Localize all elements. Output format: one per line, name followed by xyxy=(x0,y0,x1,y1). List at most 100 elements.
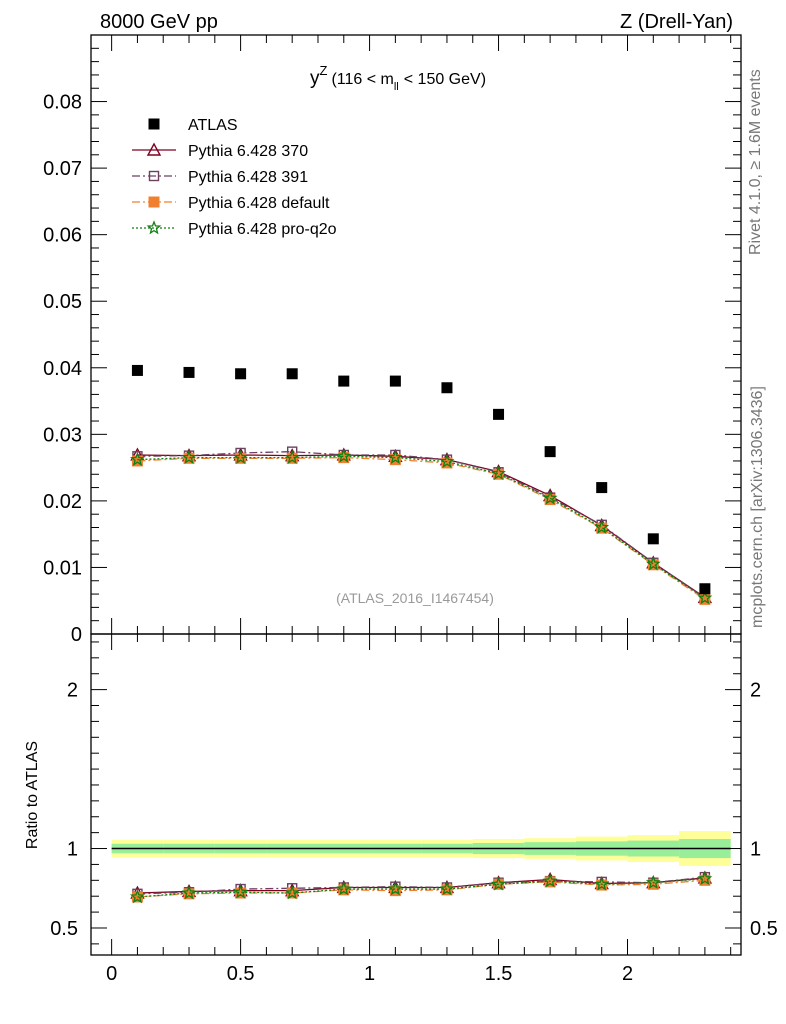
y-tick-label: 0.01 xyxy=(43,557,82,579)
data-point xyxy=(596,522,608,534)
data-point xyxy=(493,408,505,420)
data-point xyxy=(645,556,661,571)
data-point xyxy=(441,382,453,394)
data-point xyxy=(439,881,455,896)
data-point xyxy=(542,873,558,888)
data-point xyxy=(284,885,300,900)
title-subscript: ll xyxy=(394,81,399,93)
title-mass-open: (116 < m xyxy=(331,71,393,88)
data-point xyxy=(544,494,556,506)
data-point xyxy=(699,593,711,605)
data-point xyxy=(183,888,195,900)
data-point xyxy=(596,879,608,891)
y-tick-label: 0.05 xyxy=(43,291,82,313)
x-tick-label: 0.5 xyxy=(227,963,255,985)
legend-marker xyxy=(148,196,160,208)
ratio-ylabel: Ratio to ATLAS xyxy=(24,741,41,849)
data-point xyxy=(594,876,610,891)
data-point xyxy=(441,457,453,469)
x-tick-label: 0 xyxy=(106,963,117,985)
title-mass-close: < 150 GeV) xyxy=(404,71,486,88)
legend-marker xyxy=(146,220,162,235)
header-left: 8000 GeV pp xyxy=(100,11,218,33)
title-superscript: Z xyxy=(320,63,328,78)
ratio-tick-label-right: 0.5 xyxy=(750,918,778,940)
legend-label: Pythia 6.428 370 xyxy=(188,143,308,160)
y-tick-label: 0.08 xyxy=(43,92,82,114)
data-point xyxy=(699,583,711,595)
data-point xyxy=(338,884,350,896)
data-point xyxy=(388,449,403,464)
header-right: Z (Drell-Yan) xyxy=(620,11,733,33)
series-line xyxy=(137,456,706,600)
data-point xyxy=(388,881,403,896)
mcplots-label: mcplots.cern.ch [arXiv:1306.3436] xyxy=(749,386,766,628)
data-point xyxy=(233,449,248,464)
data-point xyxy=(389,375,401,387)
data-point xyxy=(542,490,558,505)
data-point xyxy=(439,453,455,468)
y-tick-label: 0.04 xyxy=(43,358,82,380)
data-point xyxy=(181,885,197,900)
main-panel: 0 0.01 0.02 0.03 0.04 0.05 0.06 0.07 0.08 xyxy=(43,34,742,646)
data-point xyxy=(493,468,505,480)
data-point xyxy=(286,887,298,899)
ratio-tick-label-right: 2 xyxy=(750,680,761,702)
data-point xyxy=(131,455,143,467)
data-point xyxy=(594,519,610,534)
data-point xyxy=(544,446,556,458)
data-point xyxy=(336,881,352,896)
data-point xyxy=(338,452,350,464)
data-point xyxy=(235,452,247,464)
data-point xyxy=(183,452,195,464)
x-tick-label: 1 xyxy=(364,963,375,985)
y-tick-label: 0.02 xyxy=(43,491,82,513)
legend-marker xyxy=(148,118,160,130)
data-point xyxy=(286,368,298,380)
series-line xyxy=(137,876,705,895)
y-tick-label: 0.07 xyxy=(43,158,82,180)
data-point xyxy=(181,449,197,464)
data-point xyxy=(235,368,247,380)
legend-marker xyxy=(146,142,162,156)
data-point xyxy=(233,884,248,899)
ratio-tick-label: 2 xyxy=(67,680,78,702)
data-point xyxy=(699,874,711,886)
data-point xyxy=(131,364,143,376)
y-tick-label: 0.06 xyxy=(43,225,82,247)
data-point xyxy=(491,465,506,480)
series-line xyxy=(137,450,706,599)
series-line xyxy=(137,878,705,898)
legend-label: Pythia 6.428 default xyxy=(188,195,330,212)
analysis-watermark: (ATLAS_2016_I1467454) xyxy=(336,590,494,606)
ratio-tick-label-right: 1 xyxy=(750,839,761,861)
legend-label: Pythia 6.428 pro-q2o xyxy=(188,221,337,238)
data-point xyxy=(697,590,713,605)
data-point xyxy=(389,885,401,897)
legend-label: ATLAS xyxy=(188,117,238,134)
data-point xyxy=(647,533,659,545)
legend: ATLAS Pythia 6.428 370 Pythia 6.428 391 Pyt… xyxy=(132,117,337,238)
data-point xyxy=(129,451,145,466)
ratio-tick-label: 0.5 xyxy=(50,918,78,940)
legend-label: Pythia 6.428 391 xyxy=(188,169,308,186)
data-point xyxy=(647,878,659,890)
data-point xyxy=(544,876,556,888)
data-point xyxy=(183,366,195,378)
data-point xyxy=(645,874,661,889)
y-tick-label: 0 xyxy=(71,624,82,646)
rivet-version-label: Rivet 4.1.0, ≥ 1.6M events xyxy=(747,69,764,255)
ratio-tick-label: 1 xyxy=(67,839,78,861)
data-point xyxy=(129,889,145,904)
x-tick-label: 1.5 xyxy=(485,963,513,985)
title-variable: y xyxy=(310,68,320,89)
data-point xyxy=(336,448,352,463)
ratio-frame xyxy=(90,633,742,956)
data-point xyxy=(596,482,608,494)
data-point xyxy=(697,870,713,886)
legend-marker xyxy=(148,170,160,182)
data-point xyxy=(441,884,453,896)
x-tick-label: 2 xyxy=(622,963,633,985)
plot-title: yZ(116 < mll < 150 GeV) xyxy=(310,63,486,93)
data-point xyxy=(286,452,298,464)
